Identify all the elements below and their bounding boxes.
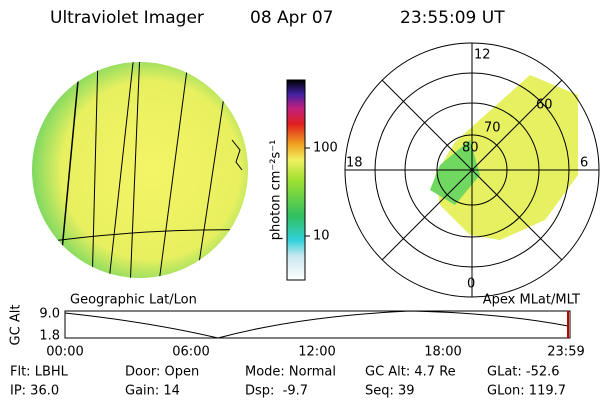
footer-field: Mode: Normal — [245, 365, 336, 380]
footer-field: Gain: 14 — [125, 384, 180, 399]
footer-field: GC Alt: 4.7 Re — [365, 365, 456, 380]
polar-plot — [344, 42, 600, 298]
colorbar-tick-label: 100 — [313, 141, 338, 156]
alt-xtick: 23:59 — [547, 345, 584, 360]
alt-ytick: 9.0 — [39, 307, 60, 322]
lat-label: 60 — [536, 98, 553, 113]
lat-label: 70 — [484, 121, 501, 136]
mlt-label: 18 — [346, 156, 363, 171]
globe-image — [32, 62, 248, 278]
footer-field: IP: 36.0 — [10, 384, 59, 399]
footer: Flt: LBHL Door: Open Mode: Normal GC Alt: 4… — [10, 365, 566, 399]
right-panel-label: Apex MLat/MLT — [483, 293, 580, 308]
footer-field: Flt: LBHL — [10, 365, 69, 380]
alt-ytick: 1.8 — [39, 329, 60, 344]
alt-xtick: 06:00 — [172, 345, 209, 360]
mlt-label: 12 — [474, 48, 491, 63]
alt-xtick: 18:00 — [424, 345, 461, 360]
footer-field: Seq: 39 — [365, 384, 415, 399]
mlt-label: 6 — [580, 156, 588, 171]
mlt-label: 0 — [467, 277, 475, 292]
left-panel-label: Geographic Lat/Lon — [70, 293, 197, 308]
alt-ylabel: GC Alt — [9, 305, 24, 346]
footer-field: GLon: 119.7 — [487, 384, 566, 399]
colorbar-label: photon cm⁻²s⁻¹ — [269, 140, 284, 241]
footer-field: Dsp: -9.7 — [245, 384, 308, 399]
title: Ultraviolet Imager — [50, 8, 204, 28]
date: 08 Apr 07 — [250, 8, 333, 28]
footer-field: Door: Open — [125, 365, 199, 380]
footer-field: GLat: -52.6 — [487, 365, 560, 380]
altitude-plot — [64, 310, 571, 339]
lat-label: 80 — [462, 141, 479, 156]
alt-xtick: 12:00 — [298, 345, 335, 360]
alt-xtick: 00:00 — [46, 345, 83, 360]
time: 23:55:09 UT — [400, 8, 505, 28]
colorbar-tick-label: 10 — [313, 229, 330, 244]
colorbar — [286, 79, 306, 281]
